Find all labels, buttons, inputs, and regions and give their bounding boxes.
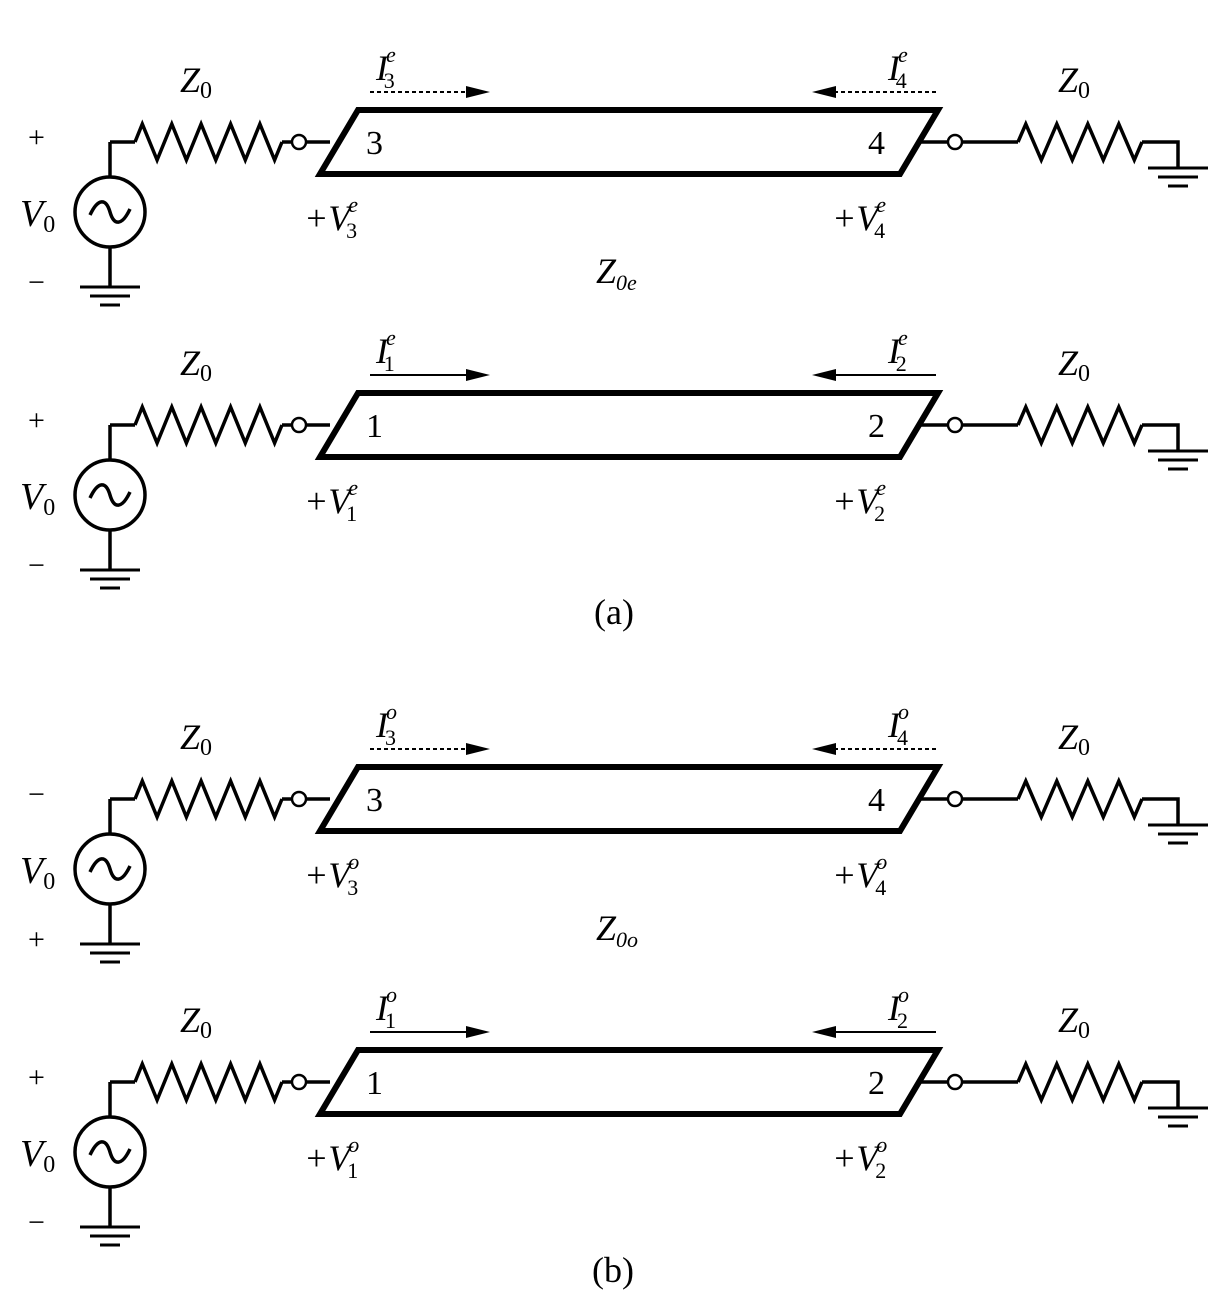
port-terminal-icon bbox=[946, 790, 964, 808]
current-label-right: Ie 2 bbox=[887, 325, 908, 376]
resistor-icon bbox=[1016, 402, 1144, 448]
resistor-icon bbox=[133, 402, 284, 448]
resistor-icon bbox=[1016, 776, 1144, 822]
port-terminal-icon bbox=[946, 133, 964, 151]
source-polarity-top: + bbox=[28, 1061, 45, 1094]
arrowhead-icon bbox=[812, 743, 836, 755]
voltage-label-right: +Ve 2 bbox=[832, 475, 886, 526]
port-number-right: 2 bbox=[868, 1065, 885, 1102]
ground-icon bbox=[80, 568, 140, 590]
port-terminal-icon bbox=[290, 416, 308, 434]
resistor-icon bbox=[133, 776, 284, 822]
circuit-odd-bottom: + − V0 Z0 1 2 Z0 Io 1 Io 2 +Vo 1 +Vo 2 bbox=[20, 982, 1208, 1247]
source-polarity-top: + bbox=[28, 121, 45, 154]
resistor-icon bbox=[1016, 1059, 1144, 1105]
current-label-right: Io 2 bbox=[887, 982, 909, 1033]
voltage-label-left: +Vo 1 bbox=[304, 1132, 359, 1183]
port-number-left: 3 bbox=[366, 125, 383, 162]
port-number-right: 4 bbox=[868, 125, 885, 162]
wire bbox=[1142, 1080, 1180, 1108]
port-number-right: 2 bbox=[868, 408, 885, 445]
arrowhead-icon bbox=[812, 1026, 836, 1038]
source-polarity-top: − bbox=[28, 778, 45, 811]
port-number-left: 1 bbox=[366, 408, 383, 445]
sine-wave-icon bbox=[88, 857, 132, 881]
ground-icon bbox=[1148, 823, 1208, 845]
port-terminal-icon bbox=[290, 1073, 308, 1091]
ground-icon bbox=[1148, 166, 1208, 188]
sine-wave-icon bbox=[88, 200, 132, 224]
current-label-left: Io 3 bbox=[375, 699, 397, 750]
voltage-label-right: +Vo 2 bbox=[832, 1132, 887, 1183]
wire bbox=[1142, 797, 1180, 825]
source-label: V0 bbox=[20, 476, 55, 521]
resistor-icon bbox=[133, 119, 284, 165]
sine-wave-icon bbox=[88, 483, 132, 507]
arrowhead-icon bbox=[466, 369, 490, 381]
resistor-right-label: Z0 bbox=[1058, 1000, 1090, 1044]
ground-icon bbox=[80, 285, 140, 307]
voltage-label-left: +Ve 1 bbox=[304, 475, 358, 526]
wire bbox=[1142, 140, 1180, 168]
arrowhead-icon bbox=[812, 369, 836, 381]
circuit-odd-top: − + V0 Z0 3 4 Z0 Io 3 Io 4 +Vo 3 +Vo 4 bbox=[20, 699, 1208, 964]
source-polarity-bottom: − bbox=[28, 1206, 45, 1239]
port-terminal-icon bbox=[290, 133, 308, 151]
resistor-icon bbox=[1016, 119, 1144, 165]
arrowhead-icon bbox=[466, 1026, 490, 1038]
current-label-left: Ie 1 bbox=[375, 325, 396, 376]
source-polarity-bottom: − bbox=[28, 549, 45, 582]
port-terminal-icon bbox=[946, 1073, 964, 1091]
port-terminal-icon bbox=[290, 790, 308, 808]
source-polarity-bottom: − bbox=[28, 266, 45, 299]
current-label-right: Ie 4 bbox=[887, 42, 908, 93]
voltage-label-left: +Vo 3 bbox=[304, 849, 359, 900]
impedance-label: Z0o bbox=[596, 908, 638, 952]
resistor-left-label: Z0 bbox=[180, 343, 212, 387]
voltage-label-left: +Ve 3 bbox=[304, 192, 358, 243]
ground-icon bbox=[80, 942, 140, 964]
source-polarity-bottom: + bbox=[28, 923, 45, 956]
ground-icon bbox=[80, 1225, 140, 1247]
arrowhead-icon bbox=[466, 743, 490, 755]
circuit-even-bottom: + − V0 Z0 1 2 Z0 Ie 1 Ie 2 +Ve 1 +Ve 2 bbox=[20, 325, 1208, 590]
impedance-label: Z0e bbox=[596, 251, 637, 295]
current-label-left: Ie 3 bbox=[375, 42, 396, 93]
coupled-line-strip bbox=[314, 764, 944, 834]
circuit-even-top: + − V0 Z0 3 4 Z0 Ie 3 Ie 4 +Ve 3 +Ve 4 bbox=[20, 42, 1208, 307]
port-terminal-icon bbox=[946, 416, 964, 434]
arrowhead-icon bbox=[812, 86, 836, 98]
voltage-label-right: +Ve 4 bbox=[832, 192, 886, 243]
resistor-right-label: Z0 bbox=[1058, 60, 1090, 104]
resistor-right-label: Z0 bbox=[1058, 717, 1090, 761]
sine-wave-icon bbox=[88, 1140, 132, 1164]
source-label: V0 bbox=[20, 193, 55, 238]
port-number-left: 1 bbox=[366, 1065, 383, 1102]
voltage-label-right: +Vo 4 bbox=[832, 849, 887, 900]
coupled-line-strip bbox=[314, 390, 944, 460]
coupled-line-strip bbox=[314, 107, 944, 177]
resistor-left-label: Z0 bbox=[180, 717, 212, 761]
current-label-left: Io 1 bbox=[375, 982, 397, 1033]
current-label-right: Io 4 bbox=[887, 699, 909, 750]
resistor-left-label: Z0 bbox=[180, 60, 212, 104]
port-number-right: 4 bbox=[868, 782, 885, 819]
arrowhead-icon bbox=[466, 86, 490, 98]
caption-a: (a) bbox=[594, 592, 634, 632]
ground-icon bbox=[1148, 449, 1208, 471]
resistor-right-label: Z0 bbox=[1058, 343, 1090, 387]
coupled-line-strip bbox=[314, 1047, 944, 1117]
wire bbox=[1142, 423, 1180, 451]
resistor-icon bbox=[133, 1059, 284, 1105]
ground-icon bbox=[1148, 1106, 1208, 1128]
resistor-left-label: Z0 bbox=[180, 1000, 212, 1044]
port-number-left: 3 bbox=[366, 782, 383, 819]
source-label: V0 bbox=[20, 1133, 55, 1178]
source-label: V0 bbox=[20, 850, 55, 895]
source-polarity-top: + bbox=[28, 404, 45, 437]
caption-b: (b) bbox=[592, 1250, 634, 1290]
